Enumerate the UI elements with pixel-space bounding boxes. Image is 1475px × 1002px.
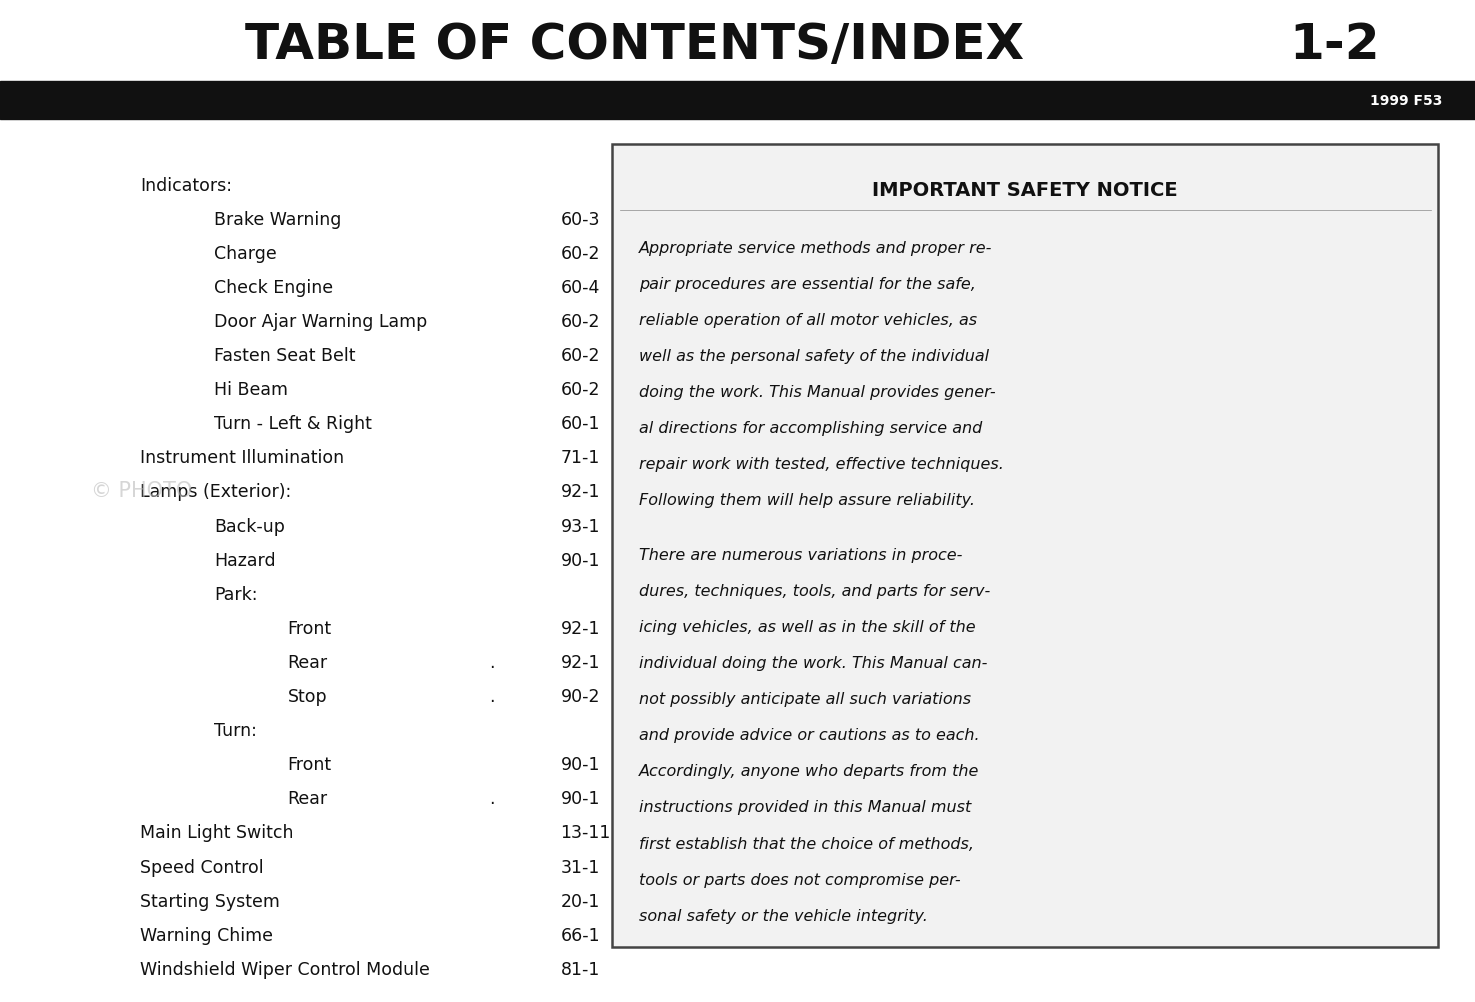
Text: Indicators:: Indicators: (140, 176, 232, 194)
Text: icing vehicles, as well as in the skill of the: icing vehicles, as well as in the skill … (639, 619, 975, 634)
Text: al directions for accomplishing service and: al directions for accomplishing service … (639, 421, 982, 436)
Text: 60-2: 60-2 (560, 347, 600, 365)
Text: TABLE OF CONTENTS/INDEX: TABLE OF CONTENTS/INDEX (245, 21, 1024, 69)
Text: © PHOTO: © PHOTO (91, 481, 193, 501)
Text: 90-1: 90-1 (560, 756, 600, 774)
Text: Turn - Left & Right: Turn - Left & Right (214, 415, 372, 433)
Text: Hazard: Hazard (214, 551, 276, 569)
Text: Front: Front (288, 756, 332, 774)
Text: 60-3: 60-3 (560, 210, 600, 228)
Text: Starting System: Starting System (140, 892, 280, 910)
Text: Rear: Rear (288, 790, 327, 808)
Text: 93-1: 93-1 (560, 517, 600, 535)
Text: Park:: Park: (214, 585, 257, 603)
Text: .: . (490, 687, 496, 705)
Text: first establish that the choice of methods,: first establish that the choice of metho… (639, 836, 974, 851)
Text: 90-1: 90-1 (560, 551, 600, 569)
Text: 92-1: 92-1 (560, 619, 600, 637)
Text: 13-11: 13-11 (560, 824, 611, 842)
Text: Front: Front (288, 619, 332, 637)
Text: doing the work. This Manual provides gener-: doing the work. This Manual provides gen… (639, 385, 996, 400)
Text: pair procedures are essential for the safe,: pair procedures are essential for the sa… (639, 277, 975, 292)
Text: Accordingly, anyone who departs from the: Accordingly, anyone who departs from the (639, 764, 979, 779)
Text: instructions provided in this Manual must: instructions provided in this Manual mus… (639, 800, 971, 815)
Text: 1999 F53: 1999 F53 (1370, 94, 1443, 108)
Text: Check Engine: Check Engine (214, 279, 333, 297)
Text: tools or parts does not compromise per-: tools or parts does not compromise per- (639, 872, 960, 887)
Text: 66-1: 66-1 (560, 926, 600, 944)
Text: .: . (490, 790, 496, 808)
Text: not possibly anticipate all such variations: not possibly anticipate all such variati… (639, 691, 971, 706)
Text: Instrument Illumination: Instrument Illumination (140, 449, 344, 467)
Text: Rear: Rear (288, 653, 327, 671)
Text: repair work with tested, effective techniques.: repair work with tested, effective techn… (639, 457, 1003, 472)
Text: Windshield Wiper Control Module: Windshield Wiper Control Module (140, 960, 431, 978)
Text: .: . (490, 653, 496, 671)
FancyBboxPatch shape (612, 145, 1438, 947)
Text: There are numerous variations in proce-: There are numerous variations in proce- (639, 547, 962, 562)
Text: 1-2: 1-2 (1289, 21, 1381, 69)
Text: Hi Beam: Hi Beam (214, 381, 288, 399)
Text: 90-1: 90-1 (560, 790, 600, 808)
Text: 60-1: 60-1 (560, 415, 600, 433)
Text: Warning Chime: Warning Chime (140, 926, 273, 944)
Text: Lamps (Exterior):: Lamps (Exterior): (140, 483, 292, 501)
Text: Main Light Switch: Main Light Switch (140, 824, 294, 842)
Text: Stop: Stop (288, 687, 327, 705)
Text: Following them will help assure reliability.: Following them will help assure reliabil… (639, 493, 975, 508)
Text: Appropriate service methods and proper re-: Appropriate service methods and proper r… (639, 240, 993, 256)
Text: 92-1: 92-1 (560, 653, 600, 671)
Text: sonal safety or the vehicle integrity.: sonal safety or the vehicle integrity. (639, 908, 928, 923)
Text: 92-1: 92-1 (560, 483, 600, 501)
Text: Back-up: Back-up (214, 517, 285, 535)
Text: 31-1: 31-1 (560, 858, 600, 876)
Text: Fasten Seat Belt: Fasten Seat Belt (214, 347, 355, 365)
Text: individual doing the work. This Manual can-: individual doing the work. This Manual c… (639, 655, 987, 670)
Text: 71-1: 71-1 (560, 449, 600, 467)
Text: Brake Warning: Brake Warning (214, 210, 341, 228)
Text: Charge: Charge (214, 244, 277, 263)
Text: Door Ajar Warning Lamp: Door Ajar Warning Lamp (214, 313, 428, 331)
Text: Speed Control: Speed Control (140, 858, 264, 876)
Text: Turn:: Turn: (214, 721, 257, 739)
Text: IMPORTANT SAFETY NOTICE: IMPORTANT SAFETY NOTICE (872, 181, 1179, 199)
Text: well as the personal safety of the individual: well as the personal safety of the indiv… (639, 349, 988, 364)
Text: dures, techniques, tools, and parts for serv-: dures, techniques, tools, and parts for … (639, 583, 990, 598)
Text: reliable operation of all motor vehicles, as: reliable operation of all motor vehicles… (639, 313, 976, 328)
Text: 60-2: 60-2 (560, 313, 600, 331)
Text: 20-1: 20-1 (560, 892, 600, 910)
Text: 60-2: 60-2 (560, 244, 600, 263)
Text: 60-4: 60-4 (560, 279, 600, 297)
Text: 81-1: 81-1 (560, 960, 600, 978)
Text: and provide advice or cautions as to each.: and provide advice or cautions as to eac… (639, 727, 979, 742)
Text: 90-2: 90-2 (560, 687, 600, 705)
Text: 60-2: 60-2 (560, 381, 600, 399)
Bar (0, 82, 1475, 120)
